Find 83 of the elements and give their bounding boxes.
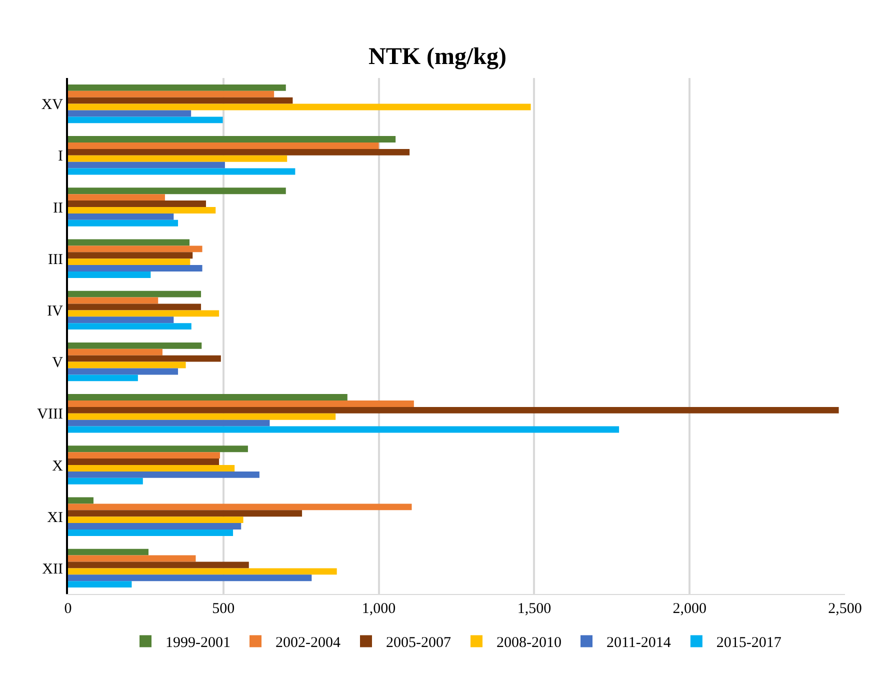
bar: [68, 471, 260, 478]
bar: [68, 374, 138, 382]
bar: [68, 84, 286, 91]
bar: [68, 265, 202, 272]
bar: [68, 136, 396, 142]
bar: [68, 207, 216, 214]
y-tick-label: II: [53, 200, 63, 216]
bar: [68, 148, 410, 156]
bar: [68, 304, 202, 310]
bar: [68, 155, 288, 162]
x-tick-label: 1,000: [362, 601, 396, 617]
bar: [68, 568, 337, 575]
y-tick-label: XV: [41, 97, 64, 114]
bar: [68, 548, 148, 556]
legend-label: 2002-2004: [276, 635, 341, 652]
bar: [68, 555, 196, 562]
bar: [68, 420, 270, 426]
bar: [68, 368, 178, 375]
bar: [68, 162, 225, 168]
bar: [68, 355, 221, 362]
x-tick-label: 2,000: [672, 601, 706, 617]
bar: [68, 530, 234, 536]
bar: [68, 406, 839, 414]
bar: [68, 316, 174, 324]
legend-label: 2015-2017: [716, 635, 782, 652]
bar: [68, 252, 193, 259]
bar: [68, 426, 620, 433]
legend-label: 2011-2014: [606, 635, 672, 652]
bar: [68, 510, 302, 517]
bar: [68, 272, 151, 278]
bar: [68, 297, 158, 304]
y-tick-label: I: [58, 148, 63, 165]
bar: [68, 258, 190, 266]
bar: [68, 523, 242, 530]
bar: [68, 168, 296, 175]
bar: [68, 465, 235, 472]
bar: [68, 116, 223, 124]
y-tick-label: IV: [47, 303, 64, 320]
bar: [68, 362, 186, 368]
legend-label: 2008-2010: [496, 635, 562, 652]
bar: [68, 90, 274, 98]
bar: [68, 110, 192, 117]
bar: [68, 446, 248, 452]
legend-label: 2005-2007: [386, 635, 452, 652]
bar: [68, 458, 220, 465]
bar: [68, 310, 220, 317]
x-tick-label: 0: [64, 601, 72, 617]
bar: [68, 246, 202, 252]
bar: [68, 413, 336, 420]
chart-title: NTK (mg/kg): [368, 44, 506, 70]
bar: [68, 194, 165, 201]
bar: [68, 394, 348, 400]
bar: [68, 142, 379, 149]
bar: [68, 323, 192, 330]
bar: [68, 497, 94, 504]
x-tick-label: 1,500: [517, 601, 552, 617]
bar: [68, 452, 220, 459]
bar: [68, 188, 286, 194]
bar: [68, 504, 412, 510]
bar: [68, 562, 249, 568]
bar: [68, 516, 244, 524]
x-tick-label: 500: [212, 601, 235, 617]
bar: [68, 239, 190, 246]
y-tick-label: XI: [47, 510, 64, 526]
bar: [68, 348, 162, 356]
y-tick-label: III: [48, 252, 63, 268]
x-tick-label: 2,500: [828, 601, 862, 617]
y-tick-label: XII: [42, 561, 63, 578]
bar: [68, 213, 174, 220]
legend-label: 1999-2001: [166, 635, 230, 652]
y-tick-label: V: [52, 355, 64, 372]
bar: [68, 104, 531, 110]
y-tick-label: X: [52, 458, 64, 474]
bar: [68, 581, 132, 588]
bar: [68, 290, 202, 298]
y-tick-label: VIII: [37, 406, 63, 423]
bar: [68, 574, 312, 582]
bar: [68, 478, 143, 484]
bar: [68, 97, 293, 104]
bar: [68, 200, 206, 207]
bar: [68, 342, 202, 349]
bar: [68, 400, 414, 407]
bar: [68, 220, 178, 226]
